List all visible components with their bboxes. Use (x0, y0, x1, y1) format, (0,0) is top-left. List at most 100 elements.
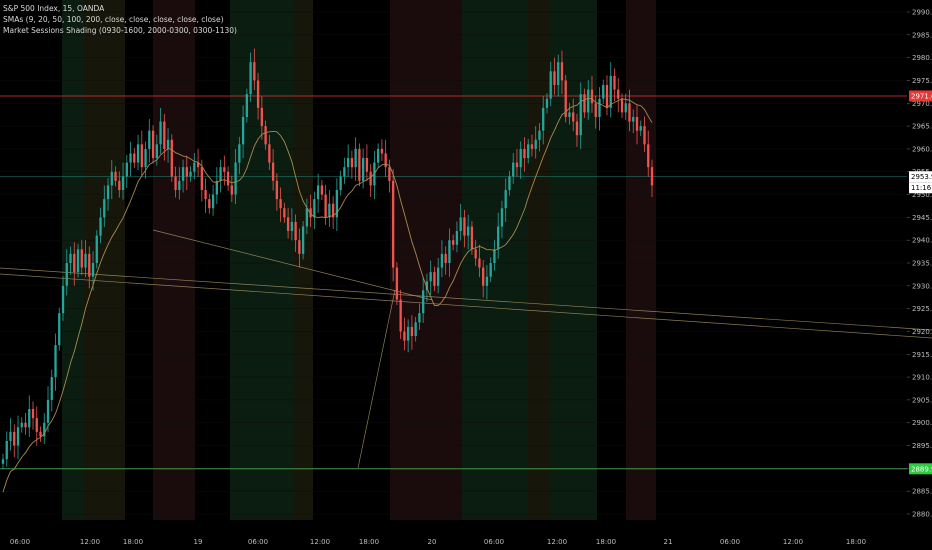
candle-body (13, 431, 16, 446)
time-tick-label: 12:00 (783, 538, 803, 546)
candle-body (211, 194, 215, 209)
candle-body (181, 167, 185, 181)
price-tick-label: 2905.0 (912, 396, 932, 404)
candle-body (583, 94, 586, 113)
candle-body (564, 80, 567, 117)
last-price-tag-box (909, 171, 932, 183)
candle-body (354, 148, 357, 168)
candle-body (418, 313, 421, 323)
candle-body (545, 98, 549, 108)
candle-body (639, 126, 642, 131)
candle-body (497, 226, 500, 250)
candle-body (88, 253, 91, 277)
price-tick-label: 2965.0 (912, 123, 932, 131)
candle-body (196, 162, 200, 168)
candle-body (110, 171, 113, 186)
candle-body (54, 345, 57, 378)
candle-body (504, 189, 507, 209)
time-tick-label: 06:00 (10, 538, 30, 546)
candle-body (365, 158, 369, 172)
candle-body (632, 116, 635, 122)
candle-body (549, 71, 552, 99)
price-tick-label: 2990.0 (912, 9, 932, 17)
candle-body (163, 121, 166, 149)
candle-body (129, 153, 132, 163)
time-tick-label: 18:00 (846, 538, 866, 546)
candle-body (380, 148, 384, 154)
candle-body (440, 253, 444, 268)
candle-body (399, 299, 402, 332)
candle-body (309, 208, 312, 218)
candle-body (271, 162, 275, 181)
candle-body (534, 139, 537, 149)
candle-body (339, 176, 342, 190)
candle-body (609, 75, 612, 108)
candle-body (20, 422, 23, 428)
gridlines (0, 11, 907, 515)
candle-body (470, 226, 474, 250)
last-price-tag-text: 2953.9 (911, 173, 932, 181)
time-tick-label: 12:00 (547, 538, 567, 546)
candle-body (305, 208, 309, 227)
candle-body (376, 148, 380, 163)
candle-body (384, 153, 387, 168)
candle-body (358, 148, 361, 181)
candle-body (275, 180, 279, 200)
price-tick-label: 2935.0 (912, 260, 932, 268)
candle-body (264, 126, 267, 145)
trendline-upper (152, 229, 433, 301)
candle-body (538, 130, 541, 140)
trendline-steep (357, 289, 396, 469)
time-tick-label: 06:00 (484, 538, 504, 546)
resistance-tag-box (909, 90, 932, 102)
candle-body (50, 377, 53, 400)
candle-body (406, 326, 410, 341)
candle-body (560, 62, 564, 81)
candle-body (635, 116, 639, 131)
countdown-tag-text: 11:16 (911, 184, 932, 192)
candle-body (493, 249, 496, 263)
sma-line (2, 97, 653, 493)
time-tick-label: 12:00 (310, 538, 330, 546)
candle-body (320, 185, 324, 195)
candle-body (613, 75, 616, 90)
candle-body (346, 158, 350, 168)
session-band (62, 0, 84, 520)
candle-body (617, 89, 620, 99)
candle-body (35, 418, 38, 432)
candle-body (620, 98, 624, 113)
candle-body (523, 148, 526, 159)
price-tick-label: 2920.0 (912, 328, 932, 336)
candle-body (226, 171, 230, 186)
candlesticks (1, 48, 654, 470)
candle-body (200, 167, 203, 190)
price-tick-label: 2915.0 (912, 351, 932, 359)
candle-body (241, 116, 245, 145)
time-axis[interactable]: 06:00 12:00 18:00 19 06:00 12:00 18:00 20 06:00 1… (10, 538, 866, 546)
candle-body (425, 281, 429, 291)
candle-body (515, 162, 519, 168)
candle-body (39, 431, 42, 437)
price-tick-label: 2970.0 (912, 100, 932, 108)
candle-body (69, 253, 72, 263)
price-tick-label: 2960.0 (912, 145, 932, 153)
price-tick-label: 2950.0 (912, 191, 932, 199)
candle-body (313, 199, 316, 218)
price-axis[interactable]: 2990.0 2985.0 2980.0 2975.0 2970.0 2965.0 2960… (907, 9, 932, 519)
price-tick-label: 2975.0 (912, 77, 932, 85)
candle-body (575, 121, 579, 136)
session-band (528, 0, 550, 520)
time-tick-label: 18:00 (359, 538, 379, 546)
price-tick-label: 2980.0 (912, 54, 932, 62)
candle-body (298, 240, 301, 254)
candle-body (605, 85, 609, 108)
candle-body (253, 62, 256, 81)
chart-legend: S&P 500 Index, 15, OANDA SMAs (9, 20, 50… (3, 3, 237, 36)
candle-body (155, 144, 158, 159)
candle-body (204, 189, 207, 200)
candle-body (369, 171, 372, 186)
candle-body (590, 89, 594, 104)
candle-body (328, 203, 331, 218)
time-tick-label: 06:00 (248, 538, 268, 546)
